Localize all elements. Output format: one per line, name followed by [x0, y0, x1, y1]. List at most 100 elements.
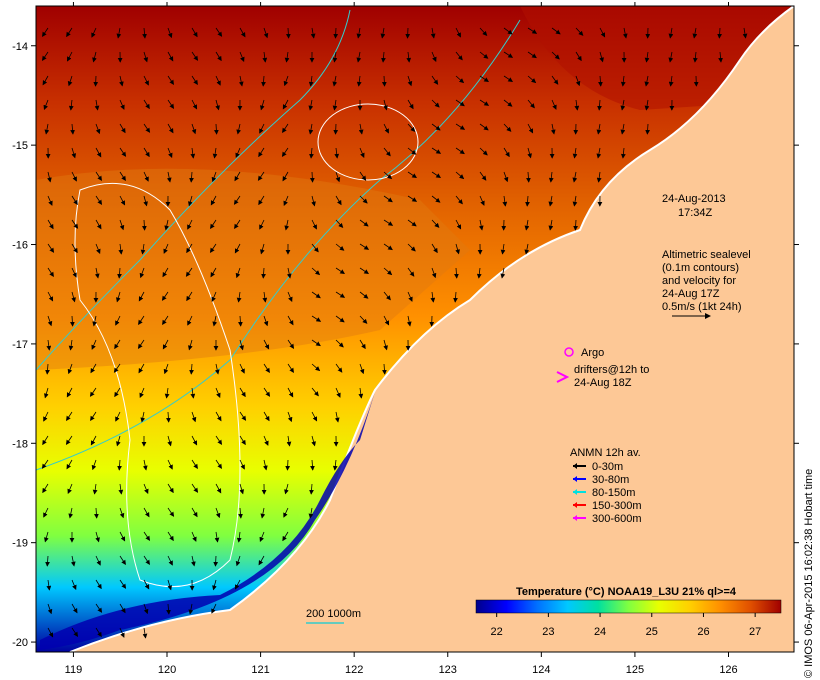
velocity-arrow [620, 99, 626, 111]
velocity-arrow [116, 435, 121, 447]
velocity-arrow [380, 27, 386, 39]
velocity-arrow [335, 243, 345, 251]
velocity-arrow [215, 99, 220, 111]
velocity-arrow [454, 267, 459, 279]
velocity-arrow [213, 555, 219, 567]
velocity-arrow [186, 243, 193, 254]
velocity-arrow [335, 219, 344, 229]
velocity-arrow [431, 147, 442, 154]
velocity-arrow [287, 411, 293, 423]
velocity-arrow [287, 291, 293, 302]
velocity-arrow [476, 267, 482, 279]
velocity-arrow [335, 339, 344, 348]
velocity-arrow [119, 531, 126, 542]
velocity-arrow [383, 195, 393, 203]
velocity-arrow [67, 75, 73, 87]
colorbar-tick-label: 24 [594, 626, 606, 638]
velocity-arrow [212, 579, 217, 591]
velocity-arrow [167, 435, 172, 447]
velocity-arrow [143, 51, 149, 63]
velocity-arrow [285, 27, 291, 39]
velocity-arrow [119, 99, 125, 110]
velocity-arrow [143, 579, 150, 590]
velocity-arrow [71, 171, 77, 182]
velocity-arrow [185, 267, 193, 277]
velocity-arrow [381, 51, 386, 63]
velocity-arrow [163, 243, 169, 254]
velocity-arrow [359, 363, 365, 375]
velocity-arrow [95, 123, 101, 135]
anmn-arrowhead [573, 463, 577, 469]
velocity-arrow [308, 123, 314, 135]
velocity-arrow [214, 363, 220, 375]
altimetry-line-5: 0.5m/s (1kt 24h) [662, 301, 741, 313]
velocity-arrow [431, 243, 438, 254]
velocity-arrow [191, 435, 198, 446]
velocity-arrow [167, 51, 174, 62]
lon-tick-label: 124 [532, 664, 550, 676]
velocity-arrow [142, 27, 147, 39]
velocity-arrow [234, 243, 241, 254]
velocity-arrow [71, 219, 79, 229]
velocity-arrow [119, 195, 126, 206]
velocity-arrow [284, 51, 290, 63]
velocity-arrow [260, 243, 265, 255]
velocity-arrow [187, 219, 193, 230]
velocity-arrow [167, 483, 174, 494]
velocity-arrow [167, 99, 175, 109]
velocity-arrow [43, 507, 49, 518]
colorbar-tick-label: 26 [697, 626, 709, 638]
velocity-arrow [551, 75, 559, 85]
velocity-arrow [692, 51, 698, 63]
velocity-arrow [236, 291, 242, 303]
velocity-arrow [359, 171, 367, 181]
velocity-arrow [335, 291, 346, 298]
velocity-arrow [287, 387, 294, 398]
anmn-arrowhead [573, 515, 577, 521]
velocity-arrow [42, 483, 49, 494]
velocity-arrow [356, 27, 362, 39]
velocity-arrow [479, 27, 488, 37]
velocity-arrow [359, 339, 366, 350]
velocity-arrow [431, 171, 441, 178]
lon-tick-label: 125 [626, 664, 644, 676]
velocity-arrow [407, 75, 413, 87]
velocity-arrow [114, 339, 121, 350]
velocity-arrow [285, 459, 291, 471]
velocity-arrow [260, 99, 265, 111]
velocity-arrow [235, 267, 241, 279]
velocity-arrow [239, 339, 244, 351]
velocity-arrow [119, 171, 126, 182]
lat-tick-label: -15 [12, 140, 28, 152]
colorbar-title: Temperature (°C) NOAA19_L3U 21% ql>=4 [516, 586, 737, 598]
anmn-legend: ANMN 12h av. 0-30m30-80m80-150m150-300m3… [570, 447, 642, 525]
velocity-arrow [359, 243, 370, 250]
velocity-arrow [282, 171, 289, 182]
velocity-arrow [308, 99, 314, 111]
velocity-arrow [119, 555, 126, 566]
velocity-arrow [455, 195, 463, 205]
velocity-arrow [572, 171, 578, 183]
velocity-arrow [239, 27, 246, 38]
velocity-arrows [41, 27, 748, 639]
drifter-marker [556, 371, 570, 383]
velocity-arrow [263, 387, 271, 397]
velocity-arrow [359, 315, 368, 324]
velocity-arrow [188, 603, 194, 615]
velocity-arrow [95, 603, 103, 613]
velocity-arrow [431, 123, 441, 131]
velocity-arrow [167, 531, 174, 542]
velocity-arrow [430, 27, 436, 39]
time-label: 17:34Z [678, 207, 713, 219]
velocity-arrow [71, 291, 76, 303]
lat-tick-label: -19 [12, 538, 28, 550]
velocity-arrow [162, 315, 169, 326]
velocity-arrow [311, 363, 321, 372]
velocity-arrow [258, 555, 265, 566]
lon-tick-label: 126 [719, 664, 737, 676]
velocity-arrow [287, 339, 295, 349]
velocity-arrow [190, 147, 196, 159]
velocity-arrow [191, 27, 198, 38]
velocity-arrow [407, 99, 414, 110]
